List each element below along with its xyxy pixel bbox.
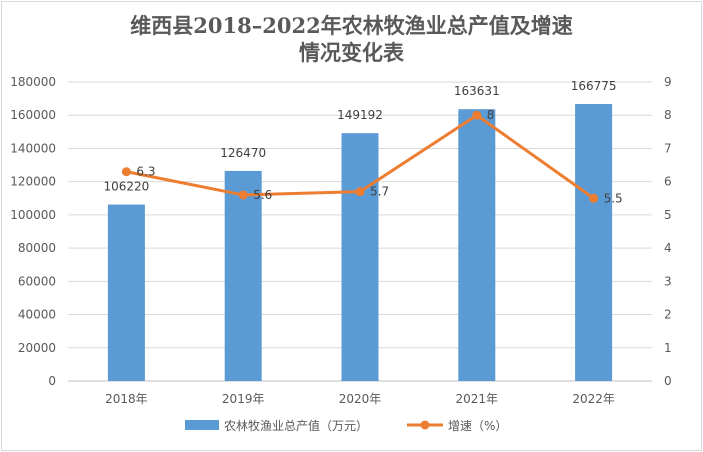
chart-title: 维西县2018–2022年农林牧渔业总产值及增速 情况变化表 [0,12,703,66]
bar [341,133,379,381]
left-axis-tick: 120000 [10,175,56,189]
right-axis-tick: 6 [664,175,672,189]
bar [224,170,262,381]
growth-point [121,167,131,177]
bar-data-label: 149192 [337,108,383,122]
legend-bar-label: 农林牧渔业总产值（万元） [224,418,368,433]
x-axis-tick: 2020年 [339,392,382,406]
right-axis-tick: 9 [664,75,672,89]
right-axis-tick: 2 [664,308,672,322]
right-axis-tick: 1 [664,341,672,355]
legend-bar-swatch [185,420,219,430]
bar-data-label: 163631 [454,84,500,98]
right-axis-tick: 0 [664,374,672,388]
right-axis-tick: 7 [664,141,672,155]
growth-point [355,187,365,197]
growth-point [589,193,599,203]
right-axis-tick: 3 [664,274,672,288]
left-axis-tick: 20000 [18,341,56,355]
left-axis-tick: 180000 [10,75,56,89]
bar [107,204,145,381]
x-axis-tick: 2022年 [572,392,615,406]
left-axis-tick: 60000 [18,274,56,288]
right-axis-tick: 8 [664,108,672,122]
line-data-label: 8 [487,108,495,122]
line-data-label: 5.7 [370,185,389,199]
growth-point [238,190,248,200]
left-axis-tick: 40000 [18,308,56,322]
line-data-label: 5.5 [604,191,623,205]
x-axis-tick: 2019年 [222,392,265,406]
left-axis-tick: 100000 [10,208,56,222]
x-axis-tick: 2021年 [456,392,499,406]
right-axis-tick: 4 [664,241,672,255]
bar [575,103,613,381]
left-axis-tick: 140000 [10,141,56,155]
legend-line-marker [420,420,430,430]
right-axis-tick: 5 [664,208,672,222]
bar-data-label: 166775 [571,79,617,93]
bar-data-label: 106220 [103,180,149,194]
left-axis-tick: 160000 [10,108,56,122]
legend-line-label: 增速（%） [448,419,507,433]
line-data-label: 5.6 [253,188,272,202]
x-axis-tick: 2018年 [105,392,148,406]
bar [458,109,496,381]
line-data-label: 6.3 [136,165,155,179]
left-axis-tick: 0 [48,374,56,388]
chart-title-line1: 维西县2018–2022年农林牧渔业总产值及增速 [130,13,573,38]
chart-title-line2: 情况变化表 [299,40,404,65]
left-axis-tick: 80000 [18,241,56,255]
bar-data-label: 126470 [220,146,266,160]
growth-point [472,110,482,120]
